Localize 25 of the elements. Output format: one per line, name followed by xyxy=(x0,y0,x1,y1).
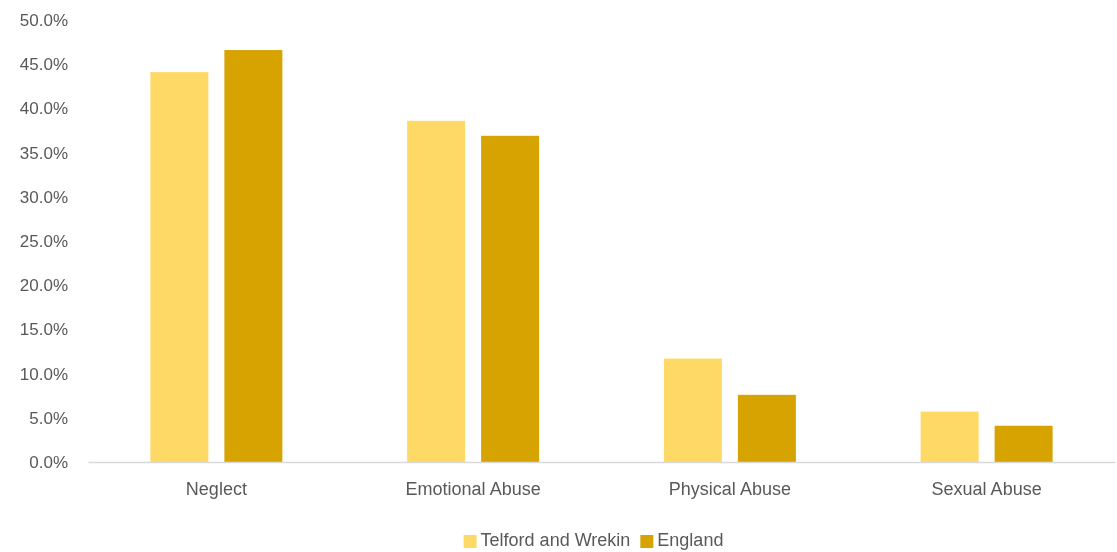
bar xyxy=(920,411,979,462)
y-tick-label: 35.0% xyxy=(19,143,68,163)
bar xyxy=(407,120,466,462)
legend-label: Telford and Wrekin xyxy=(480,530,631,550)
x-tick-label: Physical Abuse xyxy=(668,478,791,499)
y-tick-label: 20.0% xyxy=(19,276,68,296)
x-tick-label: Sexual Abuse xyxy=(931,478,1042,499)
bar xyxy=(224,50,283,462)
y-tick-label: 30.0% xyxy=(19,187,68,207)
y-tick-label: 50.0% xyxy=(19,10,68,30)
legend-label: England xyxy=(657,530,724,550)
y-tick-label: 40.0% xyxy=(19,99,68,119)
x-tick-label: Neglect xyxy=(185,478,247,499)
y-tick-label: 10.0% xyxy=(19,364,68,384)
bar xyxy=(663,358,722,462)
y-tick-label: 0.0% xyxy=(29,452,68,472)
bar xyxy=(737,394,796,462)
y-tick-label: 5.0% xyxy=(29,408,68,428)
bar xyxy=(150,72,209,462)
x-tick-label: Emotional Abuse xyxy=(405,478,541,499)
y-tick-label: 25.0% xyxy=(19,231,68,251)
bar xyxy=(481,135,540,462)
bar xyxy=(994,425,1053,462)
y-tick-label: 45.0% xyxy=(19,55,68,75)
y-tick-label: 15.0% xyxy=(19,320,68,340)
